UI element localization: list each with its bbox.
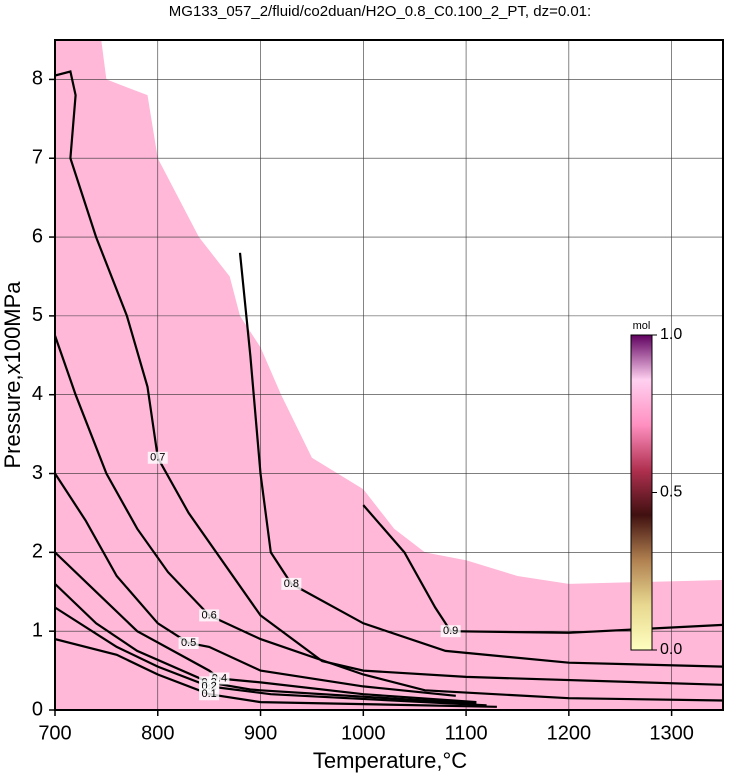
contour-label-bg [147,451,168,464]
contour-label: 0.9 [443,625,458,637]
contour-label: 0.6 [202,609,217,621]
x-tick-label: 700 [38,722,71,744]
x-tick-label: 1100 [445,722,488,744]
x-tick-label: 1000 [341,722,386,744]
contour-line [55,638,497,708]
y-tick-label: 1 [32,619,43,641]
x-axis-label: Temperature,°C [313,748,467,773]
contour-label: 0.1 [202,688,217,700]
colorbar-tick-label: 1.0 [660,326,682,343]
x-tick-label: 900 [244,722,277,744]
y-tick-label: 6 [32,225,43,247]
y-tick-label: 8 [32,68,43,90]
y-tick-label: 7 [32,147,43,169]
contour-label: 0.5 [181,637,196,649]
colorbar-title: mol [633,320,651,332]
y-tick-label: 2 [32,541,43,563]
y-tick-label: 0 [32,698,43,720]
contour-line [362,504,723,634]
plot-area: 0.90.80.70.60.50.40.30.20.1 [55,40,723,710]
x-tick-label: 1300 [649,722,694,744]
y-tick-label: 3 [32,462,43,484]
stable-region [55,40,723,710]
colorbar-tick-label: 0.0 [660,641,682,658]
y-tick-label: 5 [32,304,43,326]
contour-label-bg [281,577,302,590]
colorbar-tick-label: 0.5 [660,484,682,501]
colorbar [630,334,653,651]
y-axis-label: Pressure,x100MPa [0,281,25,469]
plot-frame [54,39,724,711]
y-tick-label: 4 [32,383,43,405]
contour-label-bg [199,688,220,701]
contour-line [55,606,487,707]
contour-line [55,70,723,686]
contour-label: 0.7 [150,452,165,464]
x-tick-label: 800 [141,722,174,744]
x-tick-label: 1200 [547,722,592,744]
contour-label: 0.8 [284,578,299,590]
chart-title: MG133_057_2/fluid/co2duan/H2O_0.8_C0.100… [169,3,591,20]
contour-label-bg [199,609,220,622]
contour-label-bg [440,625,461,638]
contour-label-bg [178,637,199,649]
